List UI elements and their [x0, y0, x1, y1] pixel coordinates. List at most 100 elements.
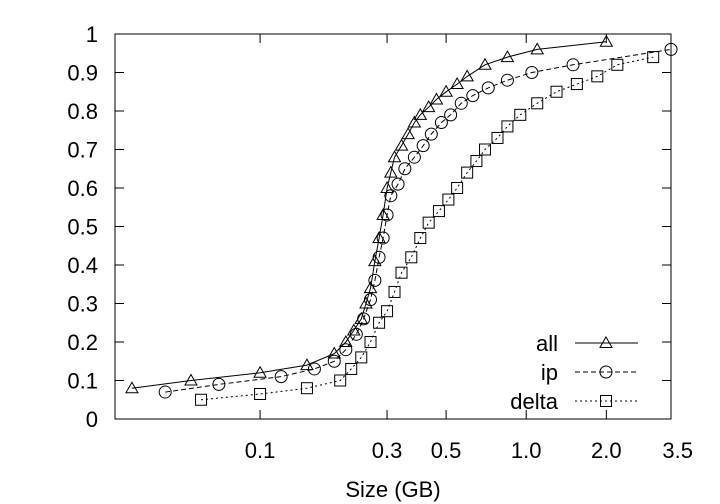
data-point-delta [491, 131, 504, 144]
data-point-all [125, 381, 139, 394]
data-point-delta [647, 51, 660, 64]
data-point-delta [355, 351, 368, 364]
data-point-all [380, 180, 394, 193]
legend-label-ip: ip [541, 360, 558, 385]
data-point-all [253, 365, 267, 378]
data-point-delta [442, 193, 455, 206]
data-point-delta [478, 143, 491, 156]
data-point-delta [550, 85, 563, 98]
data-point-delta [414, 232, 427, 245]
x-axis: 0.1 0.3 0.5 1.0 2.0 3.5 [245, 34, 693, 463]
legend-marker-all [599, 335, 613, 348]
data-point-delta [422, 216, 435, 229]
data-point-ip [357, 312, 371, 326]
data-point-ip [158, 385, 172, 399]
data-point-ip [525, 66, 539, 79]
legend-label-delta: delta [510, 389, 558, 414]
data-point-delta [461, 166, 474, 179]
y-tick-label: 0.1 [67, 369, 98, 394]
data-point-delta [381, 305, 394, 318]
data-point-delta [501, 120, 514, 133]
data-point-all [407, 115, 422, 128]
y-tick-label: 0.9 [67, 61, 98, 86]
data-point-ip [664, 42, 678, 56]
data-point-all [421, 100, 436, 113]
data-point-delta [364, 336, 377, 348]
legend: all ip delta [510, 331, 638, 414]
data-point-all [338, 334, 353, 347]
data-point-ip [376, 231, 390, 245]
data-point-delta [345, 362, 358, 375]
data-point-ip [454, 96, 468, 110]
series-delta [195, 51, 660, 406]
data-point-all [460, 69, 475, 82]
data-point-all [450, 77, 464, 90]
data-point-ip [424, 127, 438, 141]
series-line-all [131, 41, 607, 389]
data-point-ip [339, 343, 353, 357]
data-point-all [401, 127, 415, 140]
data-point-ip [307, 362, 321, 376]
data-point-delta [470, 155, 483, 168]
data-point-all [368, 254, 382, 267]
x-tick-label: 1.0 [511, 438, 542, 463]
data-point-delta [334, 374, 347, 387]
x-tick-label: 2.0 [591, 438, 622, 463]
x-tick-label: 0.3 [372, 438, 403, 463]
legend-marker-ip [599, 365, 613, 379]
x-tick-label: 3.5 [662, 438, 693, 463]
data-point-delta [373, 316, 386, 329]
data-point-all [383, 165, 398, 178]
data-point-ip [566, 58, 580, 72]
y-tick-label: 0.2 [67, 330, 98, 355]
data-point-delta [405, 251, 418, 264]
x-axis-label: Size (GB) [345, 477, 440, 502]
y-tick-label: 0 [86, 407, 98, 432]
data-point-ip [327, 354, 341, 368]
data-point-delta [531, 97, 544, 110]
data-point-ip [391, 177, 405, 191]
data-point-all [500, 50, 515, 63]
data-point-all [599, 34, 614, 47]
data-point-all [429, 92, 444, 105]
data-point-ip [434, 116, 448, 130]
data-point-all [327, 346, 342, 359]
data-point-all [394, 138, 409, 151]
data-point-delta [432, 205, 445, 218]
y-tick-label: 0.8 [67, 99, 98, 124]
series-group [125, 34, 678, 406]
data-point-ip [444, 108, 458, 122]
data-point-ip [481, 81, 495, 95]
data-point-ip [384, 189, 398, 203]
data-point-all [346, 323, 361, 336]
data-point-all [387, 150, 402, 163]
data-point-ip [500, 73, 514, 87]
data-point-delta [611, 58, 624, 71]
data-point-ip [398, 162, 412, 176]
data-point-delta [388, 285, 401, 298]
data-point-all [530, 42, 545, 55]
data-point-ip [416, 139, 430, 153]
data-point-delta [395, 266, 408, 279]
data-point-ip [466, 89, 480, 103]
legend-label-all: all [536, 331, 558, 356]
data-point-delta [451, 182, 464, 194]
legend-marker-delta [600, 395, 612, 407]
data-point-delta [570, 78, 583, 91]
data-point-all [413, 107, 428, 120]
data-point-all [184, 373, 198, 386]
series-line-delta [200, 56, 654, 401]
y-tick-label: 0.7 [67, 138, 98, 163]
series-line-ip [165, 48, 672, 393]
data-point-ip [372, 250, 386, 264]
data-point-ip [364, 293, 378, 307]
y-axis: 0 0.1 0.2 0.3 0.4 0.5 0.6 0.7 0.8 0.9 1 [67, 22, 671, 432]
data-point-ip [349, 327, 363, 341]
data-point-ip [212, 377, 226, 391]
y-tick-label: 1 [86, 22, 98, 47]
data-point-ip [407, 150, 421, 164]
data-point-delta [514, 108, 527, 121]
x-tick-label: 0.5 [431, 438, 462, 463]
data-point-delta [254, 387, 267, 400]
